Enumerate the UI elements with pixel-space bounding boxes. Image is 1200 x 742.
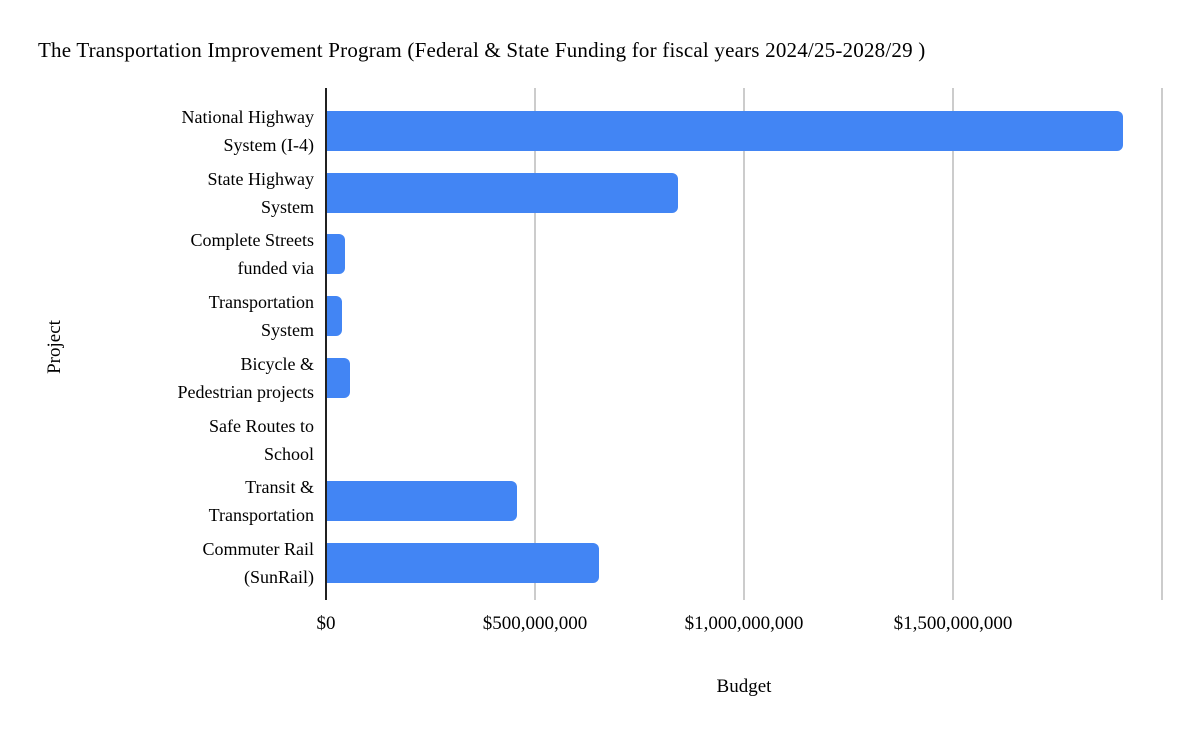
y-axis-category-label: Complete Streets funded via bbox=[190, 230, 314, 279]
gridline bbox=[534, 88, 536, 600]
x-axis-tick-label: $500,000,000 bbox=[482, 613, 588, 634]
y-axis-category-label: National Highway System (I-4) bbox=[181, 106, 314, 155]
y-axis-category-label: Commuter Rail (SunRail) bbox=[202, 539, 315, 588]
x-axis-tick-labels: $0 $500,000,000 $1,000,000,000 $1,500,000,0… bbox=[317, 600, 1162, 648]
bar bbox=[327, 110, 1123, 151]
chart-title: The Transportation Improvement Program (… bbox=[38, 38, 926, 62]
y-axis-category-label: Safe Routes to School bbox=[209, 415, 314, 464]
y-axis-category-labels: National Highway System (I-4) State Highw… bbox=[0, 100, 314, 594]
gridline bbox=[952, 88, 954, 600]
bar bbox=[327, 543, 599, 584]
gridline bbox=[1161, 88, 1163, 600]
bar bbox=[327, 357, 350, 398]
y-axis-category-label: Bicycle & Pedestrian projects bbox=[177, 353, 314, 402]
y-axis-category-label: Transit & Transportation bbox=[208, 477, 314, 526]
x-axis-title: Budget bbox=[716, 676, 772, 697]
x-axis-tick-label: $1,000,000,000 bbox=[684, 613, 804, 634]
bar bbox=[327, 481, 517, 522]
y-axis-line bbox=[325, 88, 327, 600]
y-axis-category-label: Transportation System bbox=[208, 292, 314, 341]
y-axis-category-label: State Highway System bbox=[207, 168, 314, 217]
x-axis-tick-label: $1,500,000,000 bbox=[893, 613, 1013, 634]
bar bbox=[327, 296, 342, 337]
bar bbox=[327, 172, 678, 213]
bar bbox=[327, 234, 345, 275]
x-axis-tick-label: $0 bbox=[316, 613, 336, 634]
plot-area bbox=[325, 88, 1163, 600]
gridline bbox=[743, 88, 745, 600]
